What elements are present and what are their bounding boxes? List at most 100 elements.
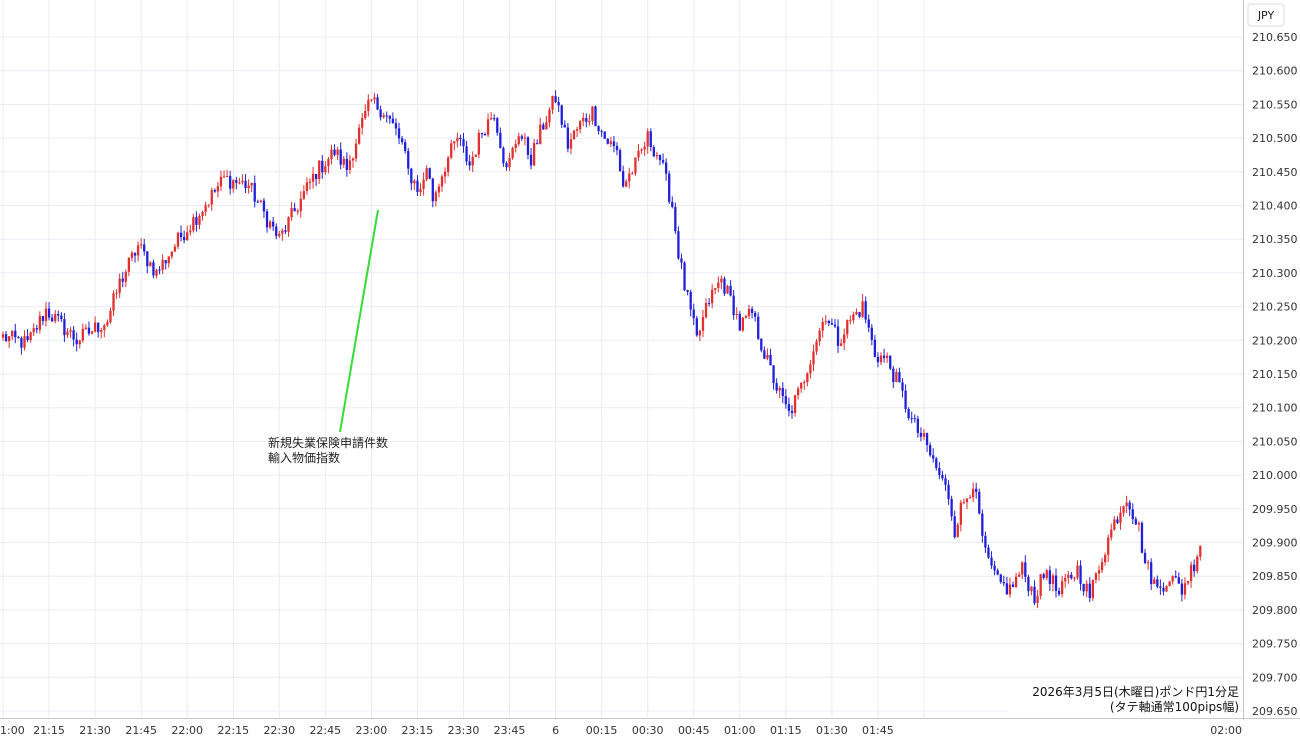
candle-body — [990, 557, 993, 566]
candle-body — [965, 498, 969, 503]
candle-body — [186, 232, 189, 241]
candle-body — [652, 147, 655, 157]
candle-body — [419, 188, 422, 192]
candle-body — [1122, 506, 1125, 513]
candle-body — [93, 322, 97, 332]
candle-body — [1140, 523, 1144, 553]
candle-body — [462, 139, 465, 147]
candle-body — [631, 173, 634, 175]
candle-body — [634, 157, 637, 174]
candle-body — [1171, 576, 1174, 582]
candle-body — [1021, 562, 1024, 575]
candle-body — [532, 143, 536, 166]
candle-body — [750, 308, 754, 313]
candle-body — [225, 175, 229, 177]
x-tick-label: 22:45 — [309, 724, 341, 737]
candle-body — [591, 106, 594, 121]
candle-body — [864, 301, 867, 320]
y-tick-label: 210.200 — [1252, 334, 1298, 347]
candle-body — [1180, 583, 1184, 595]
candle-body — [1064, 577, 1067, 582]
candle-body — [170, 251, 173, 257]
candle-body — [1011, 584, 1015, 588]
candle-body — [1018, 574, 1021, 577]
candle-body — [342, 158, 345, 165]
candle-body — [585, 118, 588, 122]
candle-body — [735, 314, 738, 315]
candle-body — [293, 208, 296, 212]
y-tick-label: 210.400 — [1252, 200, 1298, 213]
candle-body — [551, 96, 554, 110]
candle-body — [784, 396, 787, 405]
candle-body — [618, 150, 622, 172]
candle-body — [947, 484, 950, 500]
candle-body — [628, 173, 631, 182]
candle-body — [545, 122, 548, 130]
candle-body — [637, 150, 640, 158]
candle-body — [1005, 583, 1009, 595]
candle-body — [140, 244, 143, 246]
candle-body — [1193, 564, 1196, 572]
candle-body — [1199, 545, 1202, 557]
candle-body — [714, 288, 717, 290]
x-tick-label: 22:15 — [217, 724, 249, 737]
candle-body — [514, 144, 517, 148]
candle-body — [176, 232, 180, 247]
y-tick-label: 210.650 — [1252, 31, 1298, 44]
candle-body — [361, 118, 364, 128]
candle-body — [612, 141, 616, 146]
currency-badge: JPY — [1247, 3, 1285, 27]
candle-body — [1, 334, 5, 338]
candle-body — [146, 251, 149, 267]
candle-body — [100, 330, 103, 332]
candle-body — [523, 137, 527, 139]
candle-body — [925, 433, 929, 445]
y-tick-label: 209.750 — [1252, 638, 1298, 651]
candle-body — [477, 133, 480, 155]
candle-body — [440, 176, 444, 187]
candle-body — [978, 492, 981, 514]
x-tick-label: 22:30 — [263, 724, 295, 737]
candle-body — [130, 252, 134, 258]
candle-body — [646, 131, 649, 147]
candle-body — [314, 174, 318, 179]
candle-body — [106, 322, 109, 326]
x-tick-label: 01:45 — [862, 724, 894, 737]
candle-body — [44, 308, 48, 321]
candle-body — [606, 138, 609, 144]
candle-body — [907, 409, 910, 419]
x-tick-label: 23:15 — [402, 724, 434, 737]
candle-body — [468, 161, 471, 166]
candle-body — [47, 308, 51, 318]
candle-body — [496, 118, 499, 133]
candle-body — [548, 109, 551, 123]
candle-body — [115, 292, 118, 294]
candle-body — [422, 179, 425, 189]
candle-body — [707, 303, 711, 304]
candle-body — [357, 127, 361, 144]
candle-body — [563, 124, 566, 128]
candle-body — [1039, 574, 1042, 596]
candle-body — [413, 180, 416, 184]
candle-body — [244, 180, 247, 189]
candle-body — [625, 181, 628, 187]
x-tick-label: 21:45 — [125, 724, 157, 737]
candle-body — [1033, 586, 1036, 604]
candle-body — [400, 138, 404, 143]
candle-body — [508, 158, 511, 168]
candle-body — [385, 115, 388, 117]
candle-body — [222, 176, 226, 178]
candle-body — [793, 395, 797, 413]
candle-body — [701, 317, 705, 331]
candle-body — [996, 570, 999, 575]
x-tick-label: 21:30 — [79, 724, 111, 737]
y-tick-label: 210.350 — [1252, 233, 1298, 246]
candle-body — [511, 148, 514, 158]
candle-body — [210, 190, 213, 205]
candle-body — [431, 178, 434, 202]
candle-body — [499, 132, 502, 149]
candle-body — [339, 149, 342, 165]
candle-body — [305, 182, 309, 192]
y-tick-label: 210.050 — [1252, 435, 1298, 448]
candle-body — [781, 387, 784, 397]
